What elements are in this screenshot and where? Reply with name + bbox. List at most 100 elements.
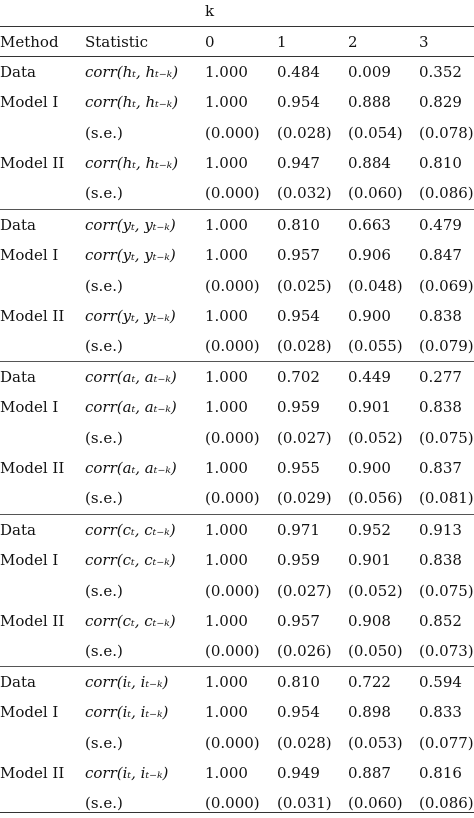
correlation-value: 0.900: [348, 306, 391, 325]
correlation-value: 0.810: [277, 673, 320, 691]
correlation-value: 0.949: [277, 763, 320, 782]
table-row: Model II corr(iₜ, iₜ₋ₖ) 1.000 0.949 0.887 0.8…: [0, 758, 474, 788]
method-cell: Model I: [0, 93, 59, 112]
correlation-value: 0.898: [348, 703, 391, 722]
standard-error-value: (0.078): [419, 123, 474, 142]
correlation-value: 0.838: [419, 306, 462, 325]
correlation-value: 0.277: [419, 368, 462, 386]
standard-error-value: (0.086): [419, 184, 474, 203]
statistic-cell: corr(iₜ, iₜ₋ₖ): [85, 763, 169, 782]
standard-error-label: (s.e.): [85, 276, 123, 295]
statistic-cell: corr(hₜ, hₜ₋ₖ): [85, 63, 179, 81]
standard-error-value: (0.000): [205, 581, 260, 600]
correlation-value: 0.810: [277, 216, 320, 234]
standard-error-value: (0.060): [348, 184, 403, 203]
standard-error-label: (s.e.): [85, 184, 123, 203]
standard-error-value: (0.048): [348, 276, 403, 295]
statistic-cell: corr(hₜ, hₜ₋ₖ): [85, 93, 179, 112]
correlation-value: 0.954: [277, 703, 320, 722]
correlation-value: 0.810: [419, 153, 462, 172]
correlation-value: 1.000: [205, 63, 248, 81]
table-row: (s.e.) (0.000) (0.028) (0.054) (0.078): [0, 118, 474, 148]
table-row: Model II corr(cₜ, cₜ₋ₖ) 1.000 0.957 0.908 0.8…: [0, 606, 474, 636]
correlation-value: 0.816: [419, 763, 462, 782]
standard-error-value: (0.079): [419, 337, 474, 356]
standard-error-value: (0.052): [348, 428, 403, 447]
correlation-value: 0.947: [277, 153, 320, 172]
standard-error-value: (0.073): [419, 642, 474, 661]
standard-error-value: (0.028): [277, 337, 332, 356]
correlation-value: 0.954: [277, 93, 320, 112]
block-separator-rule: [0, 361, 474, 362]
standard-error-value: (0.075): [419, 581, 474, 600]
table-row: (s.e.) (0.000) (0.026) (0.050) (0.073): [0, 636, 474, 666]
standard-error-value: (0.075): [419, 428, 474, 447]
standard-error-value: (0.054): [348, 123, 403, 142]
method-cell: Model I: [0, 398, 59, 417]
standard-error-value: (0.000): [205, 123, 260, 142]
correlation-value: 0.952: [348, 521, 391, 539]
correlation-value: 0.959: [277, 551, 320, 570]
table-row: (s.e.) (0.000) (0.028) (0.053) (0.077): [0, 728, 474, 758]
correlation-value: 0.663: [348, 216, 391, 234]
standard-error-value: (0.028): [277, 733, 332, 752]
correlation-value: 0.900: [348, 458, 391, 477]
correlation-value: 0.888: [348, 93, 391, 112]
block-separator-rule: [0, 514, 474, 515]
standard-error-value: (0.000): [205, 794, 260, 813]
correlation-value: 0.722: [348, 673, 391, 691]
statistic-cell: corr(cₜ, cₜ₋ₖ): [85, 551, 176, 570]
statistic-cell: corr(yₜ, yₜ₋ₖ): [85, 216, 176, 234]
correlation-value: 1.000: [205, 763, 248, 782]
header-k0: 0: [205, 33, 215, 51]
correlation-value: 0.838: [419, 551, 462, 570]
method-cell: Data: [0, 521, 36, 539]
correlation-value: 0.833: [419, 703, 462, 722]
method-cell: Model II: [0, 611, 65, 630]
table-row: (s.e.) (0.000) (0.029) (0.056) (0.081): [0, 483, 474, 513]
correlation-value: 0.971: [277, 521, 320, 539]
k-header: k: [0, 0, 474, 26]
correlation-value: 0.906: [348, 246, 391, 265]
correlation-value: 0.908: [348, 611, 391, 630]
correlation-value: 0.847: [419, 246, 462, 265]
standard-error-value: (0.053): [348, 733, 403, 752]
correlation-value: 0.901: [348, 551, 391, 570]
correlation-value: 0.884: [348, 153, 391, 172]
table-row: Data corr(iₜ, iₜ₋ₖ) 1.000 0.810 0.722 0.594: [0, 667, 474, 697]
rule-below-header: [0, 56, 474, 57]
statistic-cell: corr(cₜ, cₜ₋ₖ): [85, 611, 176, 630]
standard-error-value: (0.031): [277, 794, 332, 813]
correlation-value: 0.901: [348, 398, 391, 417]
correlation-value: 1.000: [205, 398, 248, 417]
block-separator-rule: [0, 209, 474, 210]
header-k2: 2: [348, 33, 358, 51]
standard-error-value: (0.052): [348, 581, 403, 600]
correlation-value: 0.954: [277, 306, 320, 325]
table-row: Model II corr(yₜ, yₜ₋ₖ) 1.000 0.954 0.900 0.8…: [0, 301, 474, 331]
statistic-cell: corr(cₜ, cₜ₋ₖ): [85, 521, 176, 539]
correlation-value: 0.479: [419, 216, 462, 234]
standard-error-value: (0.032): [277, 184, 332, 203]
correlation-value: 0.352: [419, 63, 462, 81]
header-k3: 3: [419, 33, 429, 51]
table-row: (s.e.) (0.000) (0.032) (0.060) (0.086): [0, 178, 474, 208]
table-row: (s.e.) (0.000) (0.027) (0.052) (0.075): [0, 576, 474, 606]
method-cell: Model I: [0, 551, 59, 570]
standard-error-label: (s.e.): [85, 733, 123, 752]
standard-error-value: (0.060): [348, 794, 403, 813]
standard-error-value: (0.000): [205, 642, 260, 661]
method-cell: Model I: [0, 246, 59, 265]
table-row: (s.e.) (0.000) (0.031) (0.060) (0.086): [0, 788, 474, 818]
header-k1: 1: [277, 33, 287, 51]
method-cell: Data: [0, 368, 36, 386]
block-separator-rule: [0, 666, 474, 667]
table-row: Model I corr(hₜ, hₜ₋ₖ) 1.000 0.954 0.888 0.82…: [0, 87, 474, 117]
correlation-value: 1.000: [205, 703, 248, 722]
standard-error-value: (0.056): [348, 489, 403, 508]
standard-error-value: (0.029): [277, 489, 332, 508]
method-cell: Data: [0, 63, 36, 81]
statistic-cell: corr(hₜ, hₜ₋ₖ): [85, 153, 179, 172]
standard-error-value: (0.081): [419, 489, 474, 508]
